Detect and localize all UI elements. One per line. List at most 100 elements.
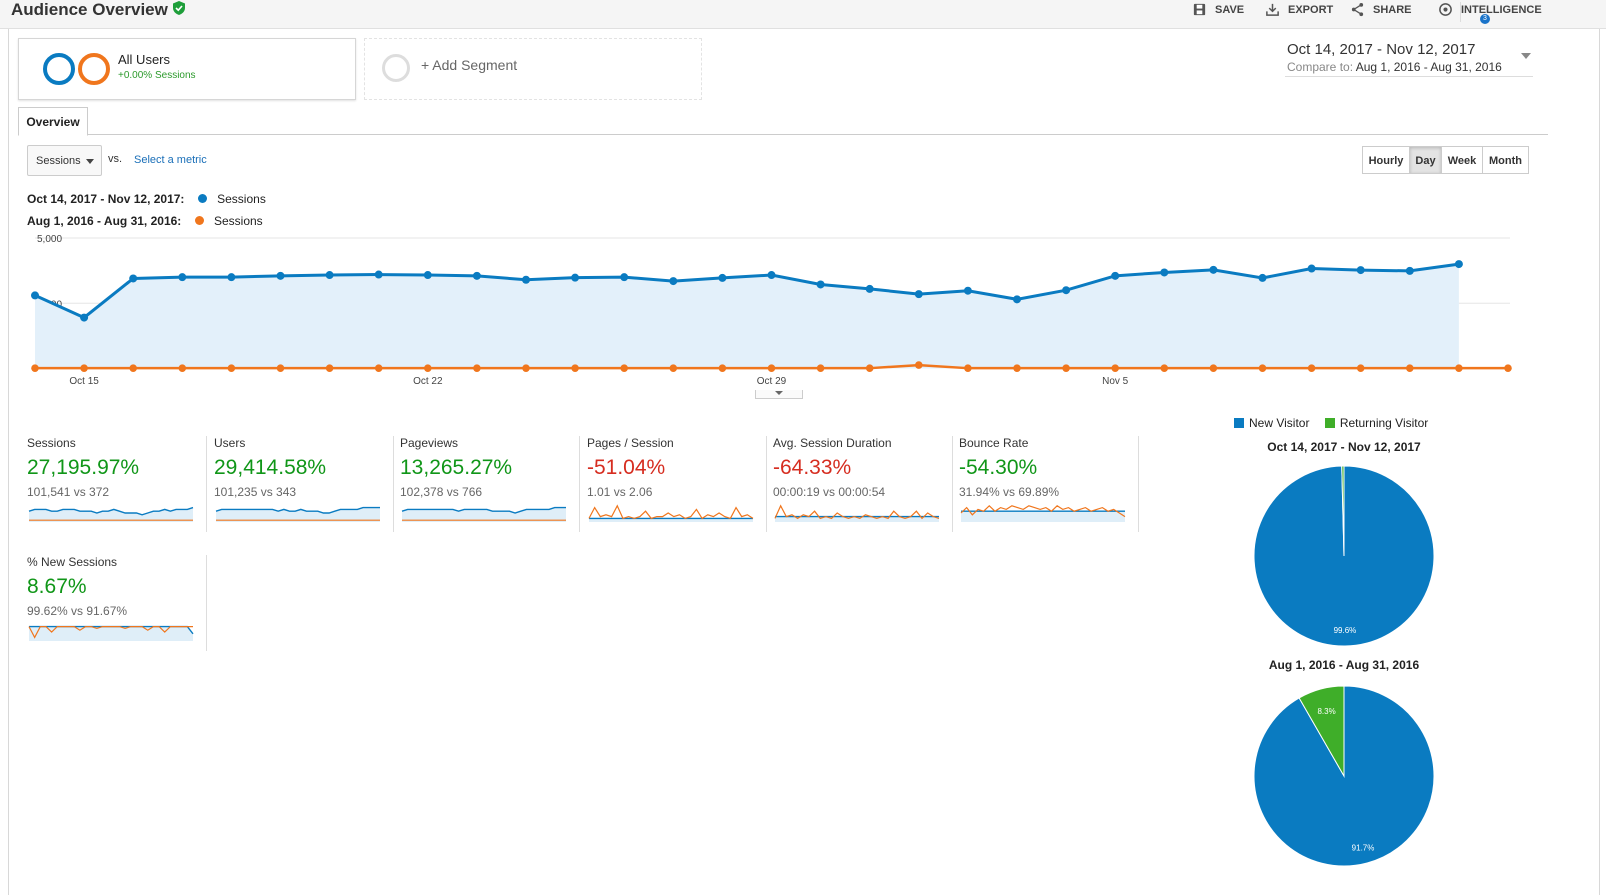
pie-legend-new-label: New Visitor bbox=[1249, 416, 1310, 430]
pie-slice-label: 91.7% bbox=[1352, 843, 1375, 852]
data-point-current bbox=[865, 284, 874, 293]
metric-change-value: 29,414.58% bbox=[214, 456, 327, 479]
data-point-compare bbox=[276, 364, 285, 372]
data-point-current bbox=[1111, 271, 1120, 280]
data-point-compare bbox=[1455, 364, 1463, 372]
metric-divider bbox=[1138, 436, 1139, 532]
data-point-compare bbox=[1504, 364, 1512, 372]
data-point-current bbox=[178, 273, 187, 282]
data-point-current bbox=[1356, 266, 1365, 275]
data-point-compare bbox=[816, 364, 825, 372]
legend-metric-compare: Sessions bbox=[213, 214, 263, 228]
data-point-compare bbox=[620, 364, 628, 372]
legend-dot-current bbox=[197, 194, 207, 203]
x-tick-label: Oct 29 bbox=[757, 376, 787, 387]
metric-tile[interactable]: % New Sessions 8.67% 99.62% vs 91.67% bbox=[27, 555, 207, 651]
data-point-compare bbox=[178, 364, 187, 372]
intelligence-button[interactable]: INTELLIGENCE bbox=[1438, 2, 1542, 17]
export-button[interactable]: EXPORT bbox=[1265, 2, 1333, 17]
data-point-current bbox=[620, 273, 629, 282]
tab-overview[interactable]: Overview bbox=[18, 107, 88, 136]
metric-label: % New Sessions bbox=[27, 555, 118, 569]
data-point-compare bbox=[1406, 364, 1414, 372]
data-point-compare bbox=[1209, 364, 1218, 372]
granularity-week-button[interactable]: Week bbox=[1441, 146, 1483, 174]
metric-change-value: 13,265.27% bbox=[400, 456, 513, 479]
data-point-compare bbox=[325, 364, 334, 372]
select-metric-link[interactable]: Select a metric bbox=[134, 154, 207, 166]
metric-divider bbox=[766, 436, 767, 532]
data-point-compare bbox=[767, 364, 776, 372]
metric-label: Pageviews bbox=[400, 436, 459, 450]
toolbar-divider bbox=[1460, 2, 1461, 22]
metric-tile[interactable]: Avg. Session Duration -64.33% 00:00:19 vs … bbox=[773, 436, 953, 532]
compare-label: Compare to: bbox=[1287, 60, 1354, 74]
granularity-day-button[interactable]: Day bbox=[1409, 146, 1442, 174]
metric-divider bbox=[579, 436, 580, 532]
data-point-compare bbox=[1111, 364, 1119, 372]
sparkline-area bbox=[589, 518, 753, 522]
intelligence-badge: 3 bbox=[1480, 14, 1490, 24]
sparkline-compare bbox=[588, 504, 754, 520]
save-button[interactable]: SAVE bbox=[1192, 2, 1244, 17]
data-point-compare bbox=[80, 364, 88, 372]
metric-tile[interactable]: Pageviews 13,265.27% 102,378 vs 766 bbox=[400, 436, 580, 532]
share-button[interactable]: SHARE bbox=[1350, 2, 1412, 17]
metric-comparison: 99.62% vs 91.67% bbox=[27, 604, 128, 618]
compare-value: Aug 1, 2016 - Aug 31, 2016 bbox=[1355, 60, 1502, 74]
granularity-month-button[interactable]: Month bbox=[1482, 146, 1529, 174]
metric-sparkline bbox=[28, 506, 194, 522]
metric-comparison: 00:00:19 vs 00:00:54 bbox=[773, 485, 886, 499]
date-range-picker[interactable]: Oct 14, 2017 - Nov 12, 2017 Compare to: … bbox=[1285, 40, 1533, 77]
metric-dropdown-value: Sessions bbox=[36, 155, 81, 167]
metric-sparkline bbox=[774, 504, 940, 522]
data-point-compare bbox=[669, 364, 678, 372]
metric-sparkline bbox=[28, 625, 194, 641]
chart-collapse-toggle[interactable] bbox=[755, 390, 803, 399]
x-tick-label: Oct 22 bbox=[413, 376, 443, 387]
metric-comparison: 1.01 vs 2.06 bbox=[587, 485, 653, 499]
sparkline-compare bbox=[774, 504, 940, 520]
metric-tile[interactable]: Pages / Session -51.04% 1.01 vs 2.06 bbox=[587, 436, 767, 532]
metric-change-value: -51.04% bbox=[587, 456, 666, 479]
pie-slice-label: 8.3% bbox=[1317, 707, 1335, 716]
segment-all-users[interactable]: All Users +0.00% Sessions bbox=[18, 38, 356, 100]
metric-dropdown[interactable]: Sessions bbox=[27, 145, 102, 176]
vs-label: vs. bbox=[108, 153, 123, 165]
add-segment-button[interactable]: + Add Segment bbox=[364, 38, 702, 100]
granularity-hourly-button[interactable]: Hourly bbox=[1362, 146, 1410, 174]
metric-tile[interactable]: Sessions 27,195.97% 101,541 vs 372 bbox=[27, 436, 207, 532]
pie-legend-returning: Returning Visitor bbox=[1324, 416, 1429, 430]
data-point-current bbox=[718, 273, 727, 282]
page-title: Audience Overview bbox=[11, 0, 168, 19]
export-label: EXPORT bbox=[1288, 3, 1334, 16]
add-segment-ring-icon bbox=[382, 54, 410, 82]
sparkline-current bbox=[401, 506, 566, 514]
data-point-current bbox=[522, 275, 530, 284]
metric-tile[interactable]: Users 29,414.58% 101,235 vs 343 bbox=[214, 436, 394, 532]
data-point-current bbox=[571, 273, 580, 282]
date-range-compare: Compare to: Aug 1, 2016 - Aug 31, 2016 bbox=[1287, 60, 1502, 74]
data-point-current bbox=[1062, 286, 1071, 295]
metric-change-value: 8.67% bbox=[27, 575, 87, 598]
x-tick-label: Nov 5 bbox=[1102, 376, 1129, 387]
pie-legend-returning-label: Returning Visitor bbox=[1339, 416, 1429, 430]
pie-title-current: Oct 14, 2017 - Nov 12, 2017 bbox=[1267, 440, 1421, 454]
metric-label: Bounce Rate bbox=[959, 436, 1029, 450]
series-area bbox=[35, 264, 1459, 369]
data-point-current bbox=[1013, 295, 1021, 304]
intelligence-icon bbox=[1439, 3, 1452, 16]
sparkline-current bbox=[215, 506, 380, 514]
metric-tile[interactable]: Bounce Rate -54.30% 31.94% vs 69.89% bbox=[959, 436, 1139, 532]
chart-legend-compare: Aug 1, 2016 - Aug 31, 2016: Sessions bbox=[27, 214, 263, 228]
sparkline-area bbox=[216, 507, 380, 522]
data-point-compare bbox=[227, 364, 236, 372]
data-point-current bbox=[80, 313, 89, 322]
metric-change-value: 27,195.97% bbox=[27, 456, 140, 479]
sparkline-area bbox=[29, 626, 193, 641]
data-point-compare bbox=[1356, 364, 1365, 372]
data-point-current bbox=[1258, 273, 1267, 282]
metric-label: Avg. Session Duration bbox=[773, 436, 892, 450]
y-tick-label: 5,000 bbox=[37, 234, 62, 245]
